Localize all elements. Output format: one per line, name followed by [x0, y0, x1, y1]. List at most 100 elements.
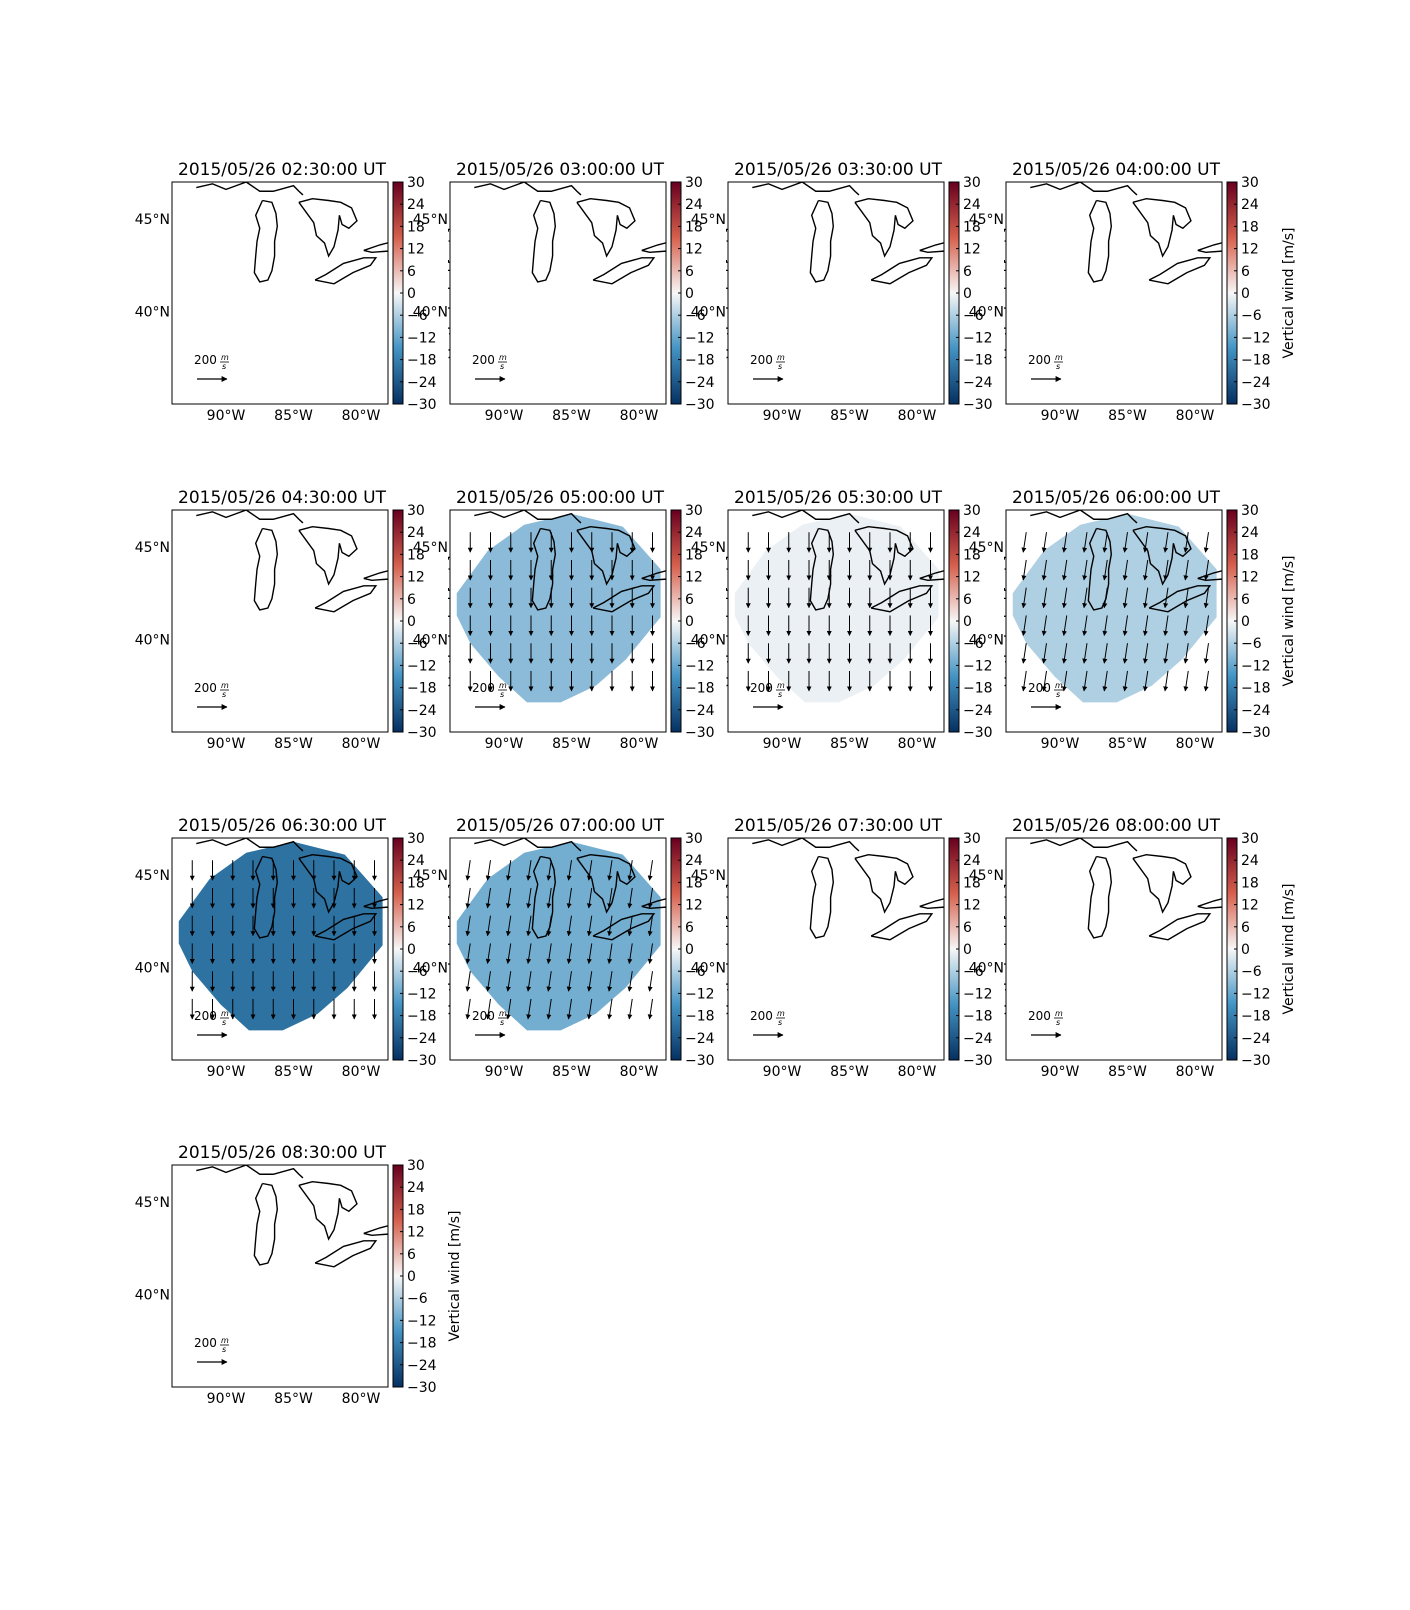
wind-arrow	[1041, 587, 1047, 609]
wind-arrow	[586, 915, 593, 937]
wind-arrow	[505, 915, 512, 937]
colorbar-tick-label: 18	[1241, 547, 1259, 563]
map-panel: 2015/05/26 07:00:00 UT 200 ms 90°W 85°W 80°W…	[413, 816, 741, 1080]
coastlines	[752, 510, 944, 613]
colorbar-tick-label: 24	[407, 1180, 425, 1196]
colorbar-tick-label: 24	[1241, 525, 1259, 541]
colorbar-tick-label: −18	[407, 1009, 437, 1025]
reference-arrow-label: 200	[750, 681, 773, 695]
coastlines	[196, 838, 388, 941]
wind-arrow	[546, 860, 552, 881]
colorbar-tick-label: 18	[963, 547, 981, 563]
colorbar-tick-label: −12	[685, 986, 715, 1002]
x-tick-label: 90°W	[485, 1064, 524, 1080]
colorbar-tick-label: −12	[407, 1313, 437, 1329]
colorbar-tick-label: −24	[963, 703, 993, 719]
wind-arrow	[1142, 643, 1149, 664]
colorbar-tick-label: −6	[963, 308, 984, 324]
coastline	[474, 510, 582, 524]
reference-arrow-label: 200	[1028, 1009, 1051, 1023]
coastline	[919, 242, 944, 254]
map-content	[752, 838, 944, 941]
map-axes-bg	[1006, 182, 1222, 404]
colorbar-label: Vertical wind [m/s]	[1281, 884, 1297, 1015]
reference-unit-den: s	[1056, 1018, 1060, 1027]
colorbar-tick-label: −30	[685, 1053, 715, 1069]
coastline	[474, 838, 582, 852]
wind-arrow	[1061, 615, 1068, 636]
colorbar-tick-label: 12	[685, 242, 703, 258]
coastlines	[1030, 838, 1222, 941]
wind-arrow	[505, 971, 512, 992]
colorbar-tick-label: 6	[685, 264, 694, 280]
colorbar-tick-label: 6	[407, 920, 416, 936]
reference-unit-num: m	[221, 1009, 229, 1018]
coastline	[363, 898, 388, 910]
x-tick-label: 80°W	[620, 736, 659, 752]
coastline	[592, 913, 656, 941]
map-axes-bg	[172, 182, 388, 404]
map-content	[178, 838, 388, 1031]
wind-arrow	[1021, 559, 1027, 581]
map-axes-frame	[1005, 837, 1223, 1061]
panel-title: 2015/05/26 03:00:00 UT	[456, 160, 665, 180]
map-content	[474, 182, 666, 285]
wind-arrow	[1082, 587, 1088, 609]
colorbar-tick-label: 6	[407, 1247, 416, 1263]
wind-arrow	[647, 915, 653, 937]
reference-unit-num: m	[1055, 353, 1063, 362]
x-tick-label: 85°W	[1108, 736, 1147, 752]
map-axes-bg	[450, 182, 666, 404]
colorbar-tick-label: 18	[407, 547, 425, 563]
wind-arrow	[1203, 532, 1209, 553]
colorbar-tick-label: 6	[963, 592, 972, 608]
panel-title: 2015/05/26 07:30:00 UT	[734, 816, 943, 836]
wind-arrow	[647, 860, 653, 881]
wind-arrow	[546, 887, 552, 909]
colorbar-tick-label: 24	[685, 525, 703, 541]
colorbar-tick-label: 30	[963, 175, 981, 191]
colorbar-tick-label: −18	[963, 681, 993, 697]
colorbar-tick-label: −24	[407, 703, 437, 719]
wind-arrow	[505, 943, 512, 964]
wind-arrow	[1041, 532, 1047, 553]
wind-arrow	[1203, 643, 1209, 664]
y-tick-label: 40°N	[135, 305, 170, 321]
wind-arrow	[1041, 670, 1047, 692]
colorbar-tick-label: −30	[407, 1380, 437, 1396]
wind-arrow	[1061, 587, 1068, 609]
y-tick-label: 40°N	[691, 305, 726, 321]
x-tick-label: 80°W	[898, 736, 937, 752]
x-tick-label: 85°W	[830, 1064, 869, 1080]
map-axes-bg	[728, 838, 944, 1060]
reference-unit-den: s	[500, 690, 504, 699]
coastline	[363, 242, 388, 254]
coastlines	[752, 838, 944, 941]
colorbar-tick-label: 12	[963, 242, 981, 258]
vertical-wind-field	[178, 841, 383, 1031]
coastline	[314, 585, 378, 613]
y-tick-label: 40°N	[413, 961, 448, 977]
coastline	[253, 527, 279, 611]
reference-unit-num: m	[777, 1009, 785, 1018]
reference-unit-den: s	[778, 1018, 782, 1027]
wind-arrow	[1082, 532, 1088, 553]
colorbar-tick-label: 30	[963, 503, 981, 519]
reference-unit-num: m	[777, 353, 785, 362]
wind-arrow	[526, 887, 532, 909]
colorbar-tick-label: 18	[1241, 219, 1259, 235]
wind-arrow	[566, 971, 572, 992]
map-content	[734, 510, 944, 703]
map-content	[196, 1165, 388, 1268]
wind-arrow	[586, 998, 593, 1020]
coastline	[592, 585, 656, 613]
map-axes-bg	[1006, 838, 1222, 1060]
x-tick-label: 85°W	[274, 1064, 313, 1080]
colorbar-tick-label: −24	[407, 1031, 437, 1047]
map-panel: 2015/05/26 03:30:00 UT 200 ms 90°W 85°W 80°W…	[691, 160, 1019, 424]
colorbar-tick-label: 24	[963, 853, 981, 869]
colorbar-tick-label: 0	[407, 942, 416, 958]
colorbar-tick-label: 30	[407, 831, 425, 847]
map-axes-bg	[172, 1165, 388, 1387]
panel-title: 2015/05/26 08:00:00 UT	[1012, 816, 1221, 836]
